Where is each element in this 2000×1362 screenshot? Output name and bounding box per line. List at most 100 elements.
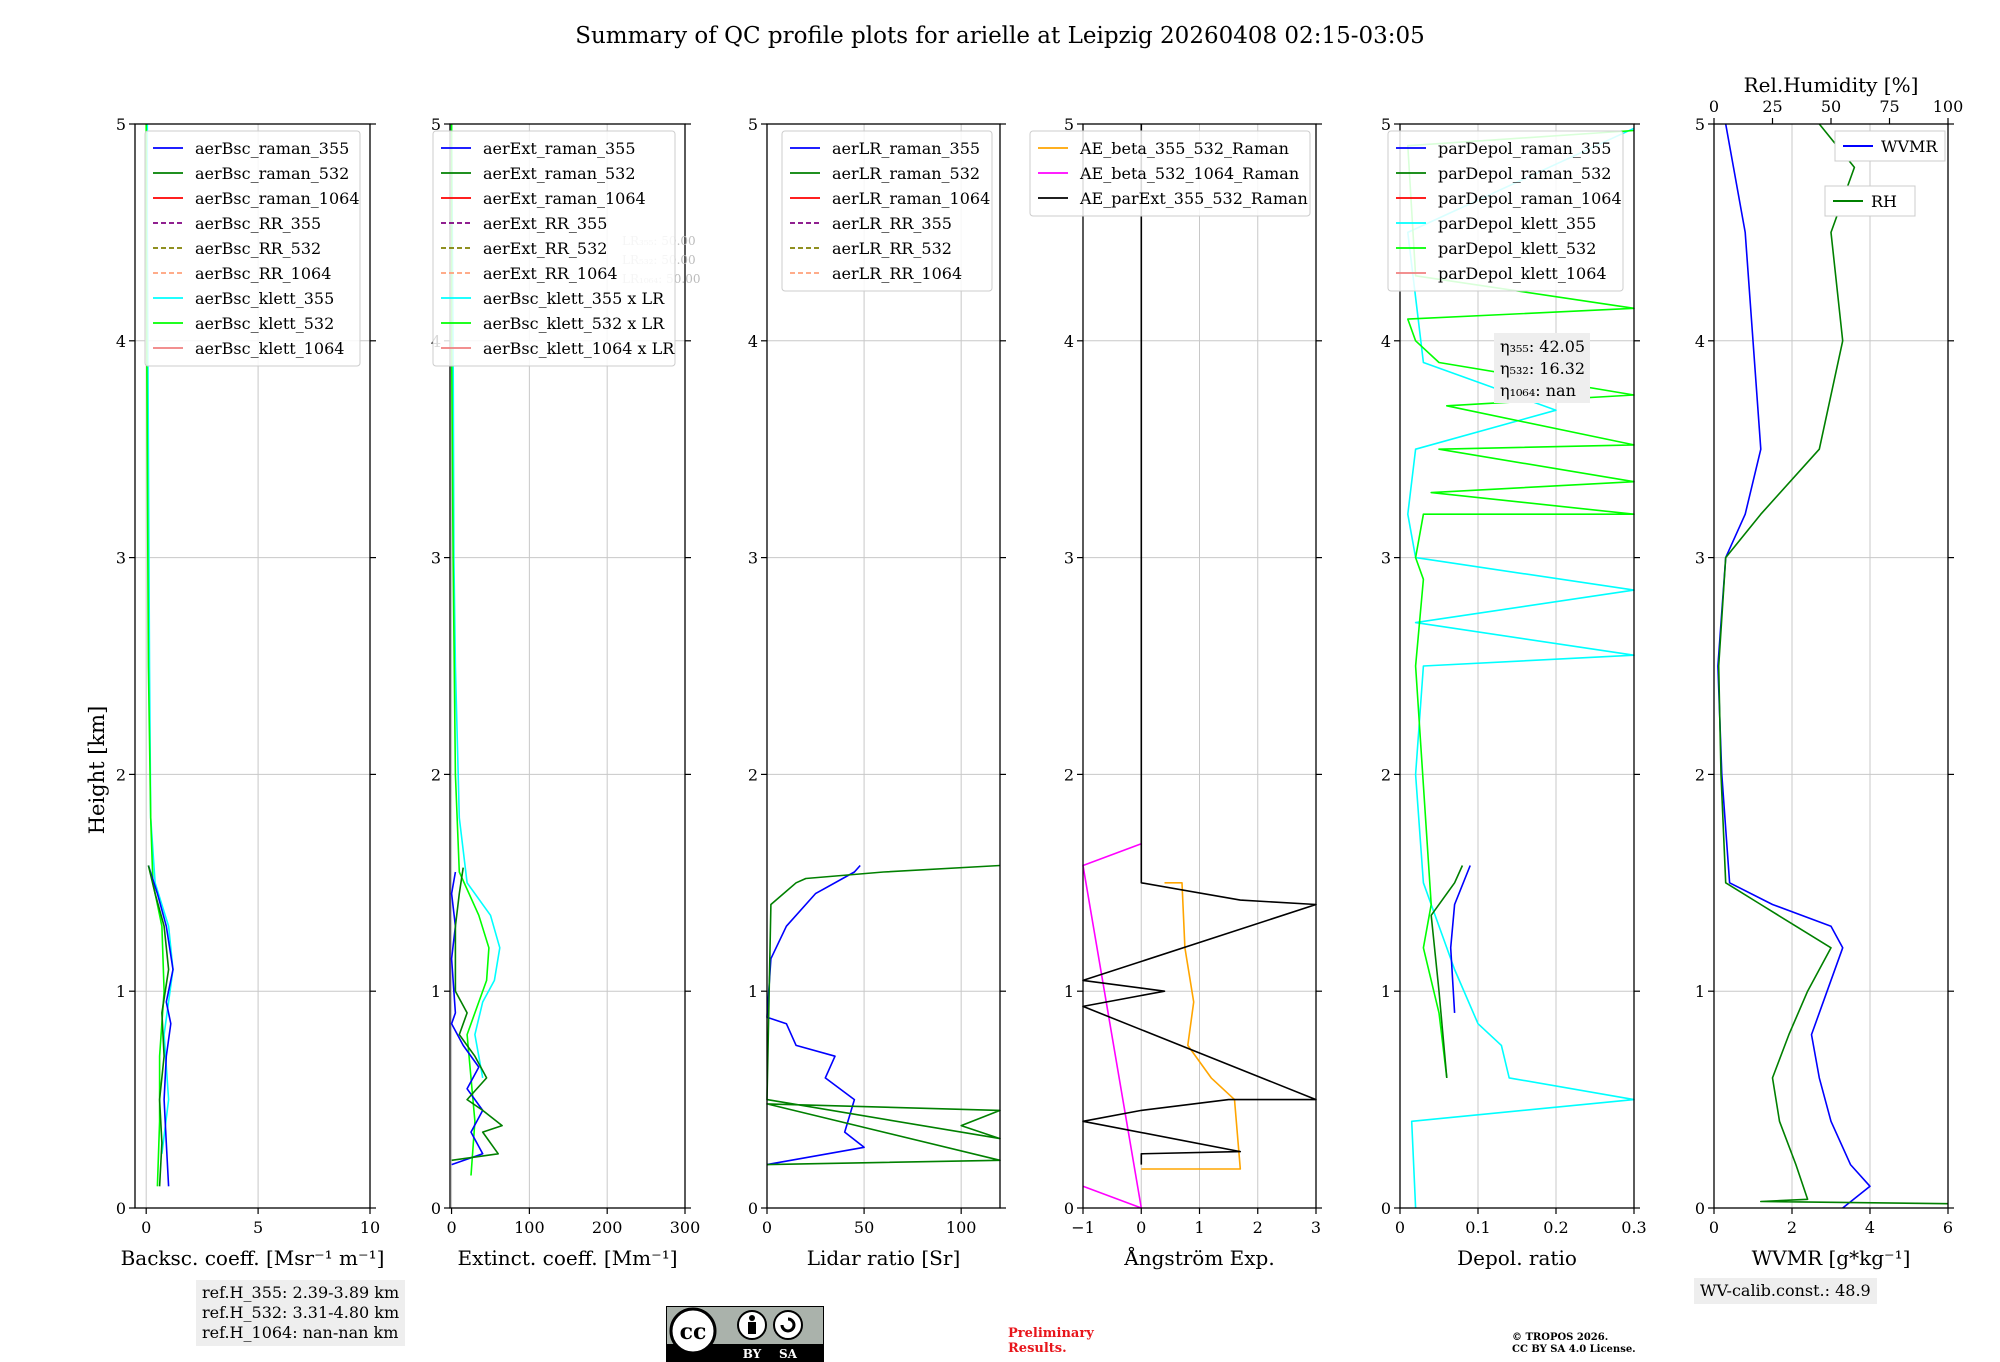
x-axis-label: Lidar ratio [Sr] (807, 1246, 961, 1270)
panel-ext: 0100200300012345Extinct. coeff. [Mm⁻¹]LR… (431, 115, 701, 1270)
y-tick-label: 1 (1695, 982, 1705, 1001)
y-tick-label: 5 (116, 115, 126, 134)
legend-label: aerLR_RR_355 (832, 214, 952, 233)
x-tick-label: 100 (514, 1218, 545, 1237)
preliminary-line-1: Preliminary (1008, 1326, 1094, 1341)
x-tick-label: 10 (360, 1218, 380, 1237)
panel-bsc: 0 5 10 0 1 2 3 4 5 Backsc. coeff. [Msr⁻¹ m⁻¹] aerB… (116, 115, 385, 1270)
legend-box (1029, 130, 1311, 217)
x-tick-label: 4 (1865, 1218, 1875, 1237)
y-tick-label: 3 (1695, 549, 1705, 568)
x-tick-label: 0 (762, 1218, 772, 1237)
panel-depol: 0 0.1 0.2 0.3 0 1 2 3 4 5 Depol. ratio η₃₅₅: 42.05 η… (1381, 115, 1647, 1270)
axes-frame (1399, 123, 1635, 1209)
y-tick-label: 3 (431, 549, 441, 568)
legend-label: WVMR (1881, 137, 1938, 156)
legend-label: parDepol_klett_1064 (1438, 264, 1607, 283)
legend-label: aerBsc_klett_532 x LR (483, 314, 665, 333)
wv-calibration-box: WV-calib.const.: 48.9 (1694, 1278, 1877, 1304)
series-aerbsc-raman-355 (147, 865, 174, 1187)
legend-label: AE_beta_355_532_Raman (1079, 139, 1289, 158)
cc-circle-icon (669, 1307, 717, 1355)
y-tick-label: 1 (748, 982, 758, 1001)
x-tick-label: 0.3 (1621, 1218, 1646, 1237)
axes-frame (766, 123, 1001, 1209)
y-tick-label: 3 (748, 549, 758, 568)
y-tick-label: 3 (116, 549, 126, 568)
series-pardepol-klett-532 (1407, 129, 1635, 1078)
x-tick-label: 3 (1311, 1218, 1321, 1237)
x-tick-label: 300 (670, 1218, 701, 1237)
legend-label: aerBsc_raman_1064 (195, 189, 360, 208)
copyright-line-1: © TROPOS 2026. (1512, 1332, 1609, 1343)
x-tick-label: 5 (253, 1218, 263, 1237)
x-tick-label: 0 (141, 1218, 151, 1237)
x-axis-label: Backsc. coeff. [Msr⁻¹ m⁻¹] (121, 1246, 385, 1270)
y-tick-label: 0 (1381, 1199, 1391, 1218)
panel-lr: 0 50 100 0 1 2 3 4 5 Lidar ratio [Sr] aerLR_raman_… (748, 115, 1006, 1270)
y-tick-label: 2 (1064, 765, 1074, 784)
x-tick-label: 6 (1943, 1218, 1953, 1237)
legend-label: parDepol_klett_355 (1438, 214, 1596, 233)
legend-label: aerBsc_raman_532 (195, 164, 349, 183)
legend-label: aerBsc_raman_355 (195, 139, 349, 158)
x-axis-label: WVMR [g*kg⁻¹] (1752, 1246, 1911, 1270)
legend-label: aerLR_RR_1064 (832, 264, 962, 283)
copyright-line-2: CC BY SA 4.0 License. (1512, 1344, 1636, 1355)
sa-label: SA (779, 1347, 798, 1361)
y-tick-label: 4 (1064, 332, 1074, 351)
x-axis-label: Ångström Exp. (1123, 1245, 1274, 1270)
figure-title: Summary of QC profile plots for arielle … (575, 23, 1425, 49)
y-tick-label: 5 (1381, 115, 1391, 134)
series-pardepol-raman-355 (1449, 865, 1471, 1013)
series-aerbsc-raman-532 (147, 865, 170, 1187)
series-wvmr (1717, 123, 1871, 1209)
x2-tick-label: 100 (1933, 97, 1964, 116)
x-tick-label: 100 (946, 1218, 977, 1237)
legend-label: aerBsc_klett_1064 x LR (483, 339, 675, 358)
sa-share-icon (773, 1310, 803, 1340)
legend-label: parDepol_raman_1064 (1438, 189, 1622, 208)
copyright-notice: © TROPOS 2026. CC BY SA 4.0 License. (1512, 1332, 1636, 1356)
legend-label: parDepol_raman_355 (1438, 139, 1611, 158)
legend-label: aerExt_RR_1064 (483, 264, 618, 283)
y-tick-label: 1 (116, 982, 126, 1001)
x2-axis-label: Rel.Humidity [%] (1744, 73, 1919, 97)
legend-label: aerExt_RR_355 (483, 214, 607, 233)
y-tick-label: 2 (748, 765, 758, 784)
preliminary-notice: Preliminary Results. (1008, 1326, 1094, 1356)
eta-annotation-box (1494, 333, 1590, 403)
x-tick-label: 0 (1136, 1218, 1146, 1237)
legend-label: aerExt_raman_355 (483, 139, 636, 158)
panel-wv: 0 2 4 6 0 1 2 3 4 5 WVMR [g*kg⁻¹] 0 25 50 75 100 Rel.Hum… (1695, 73, 1963, 1270)
legend-label: aerBsc_klett_532 (195, 314, 334, 333)
y-tick-label: 0 (1064, 1199, 1074, 1218)
preliminary-line-2: Results. (1008, 1341, 1067, 1356)
svg-text:cc: cc (680, 1319, 707, 1345)
legend-label: aerExt_RR_532 (483, 239, 607, 258)
y-tick-label: 5 (431, 115, 441, 134)
x-tick-label: 0 (446, 1218, 456, 1237)
legend-label: aerLR_raman_1064 (832, 189, 990, 208)
x-tick-label: 1 (1194, 1218, 1204, 1237)
legend-label: aerLR_raman_355 (832, 139, 980, 158)
y-tick-label: 2 (431, 765, 441, 784)
x-tick-label: 0.2 (1543, 1218, 1568, 1237)
series-aerbsc-klett-532-x-lr (450, 124, 490, 1176)
x2-tick-label: 50 (1821, 97, 1841, 116)
y-tick-label: 1 (1064, 982, 1074, 1001)
x-tick-label: 0 (1395, 1218, 1405, 1237)
x2-tick-label: 75 (1879, 97, 1899, 116)
axes-frame (134, 123, 371, 1209)
x2-tick-label: 0 (1709, 97, 1719, 116)
series-rh (1717, 123, 1949, 1205)
legend-label: aerBsc_klett_355 x LR (483, 289, 665, 308)
x-tick-label: 2 (1253, 1218, 1263, 1237)
series-ae-beta-532-1064-raman (1082, 843, 1143, 1209)
eta-value: η₃₅₅: 42.05 (1500, 337, 1585, 356)
x-tick-label: 0.1 (1465, 1218, 1490, 1237)
legend-box (144, 130, 361, 367)
y-tick-label: 2 (1695, 765, 1705, 784)
